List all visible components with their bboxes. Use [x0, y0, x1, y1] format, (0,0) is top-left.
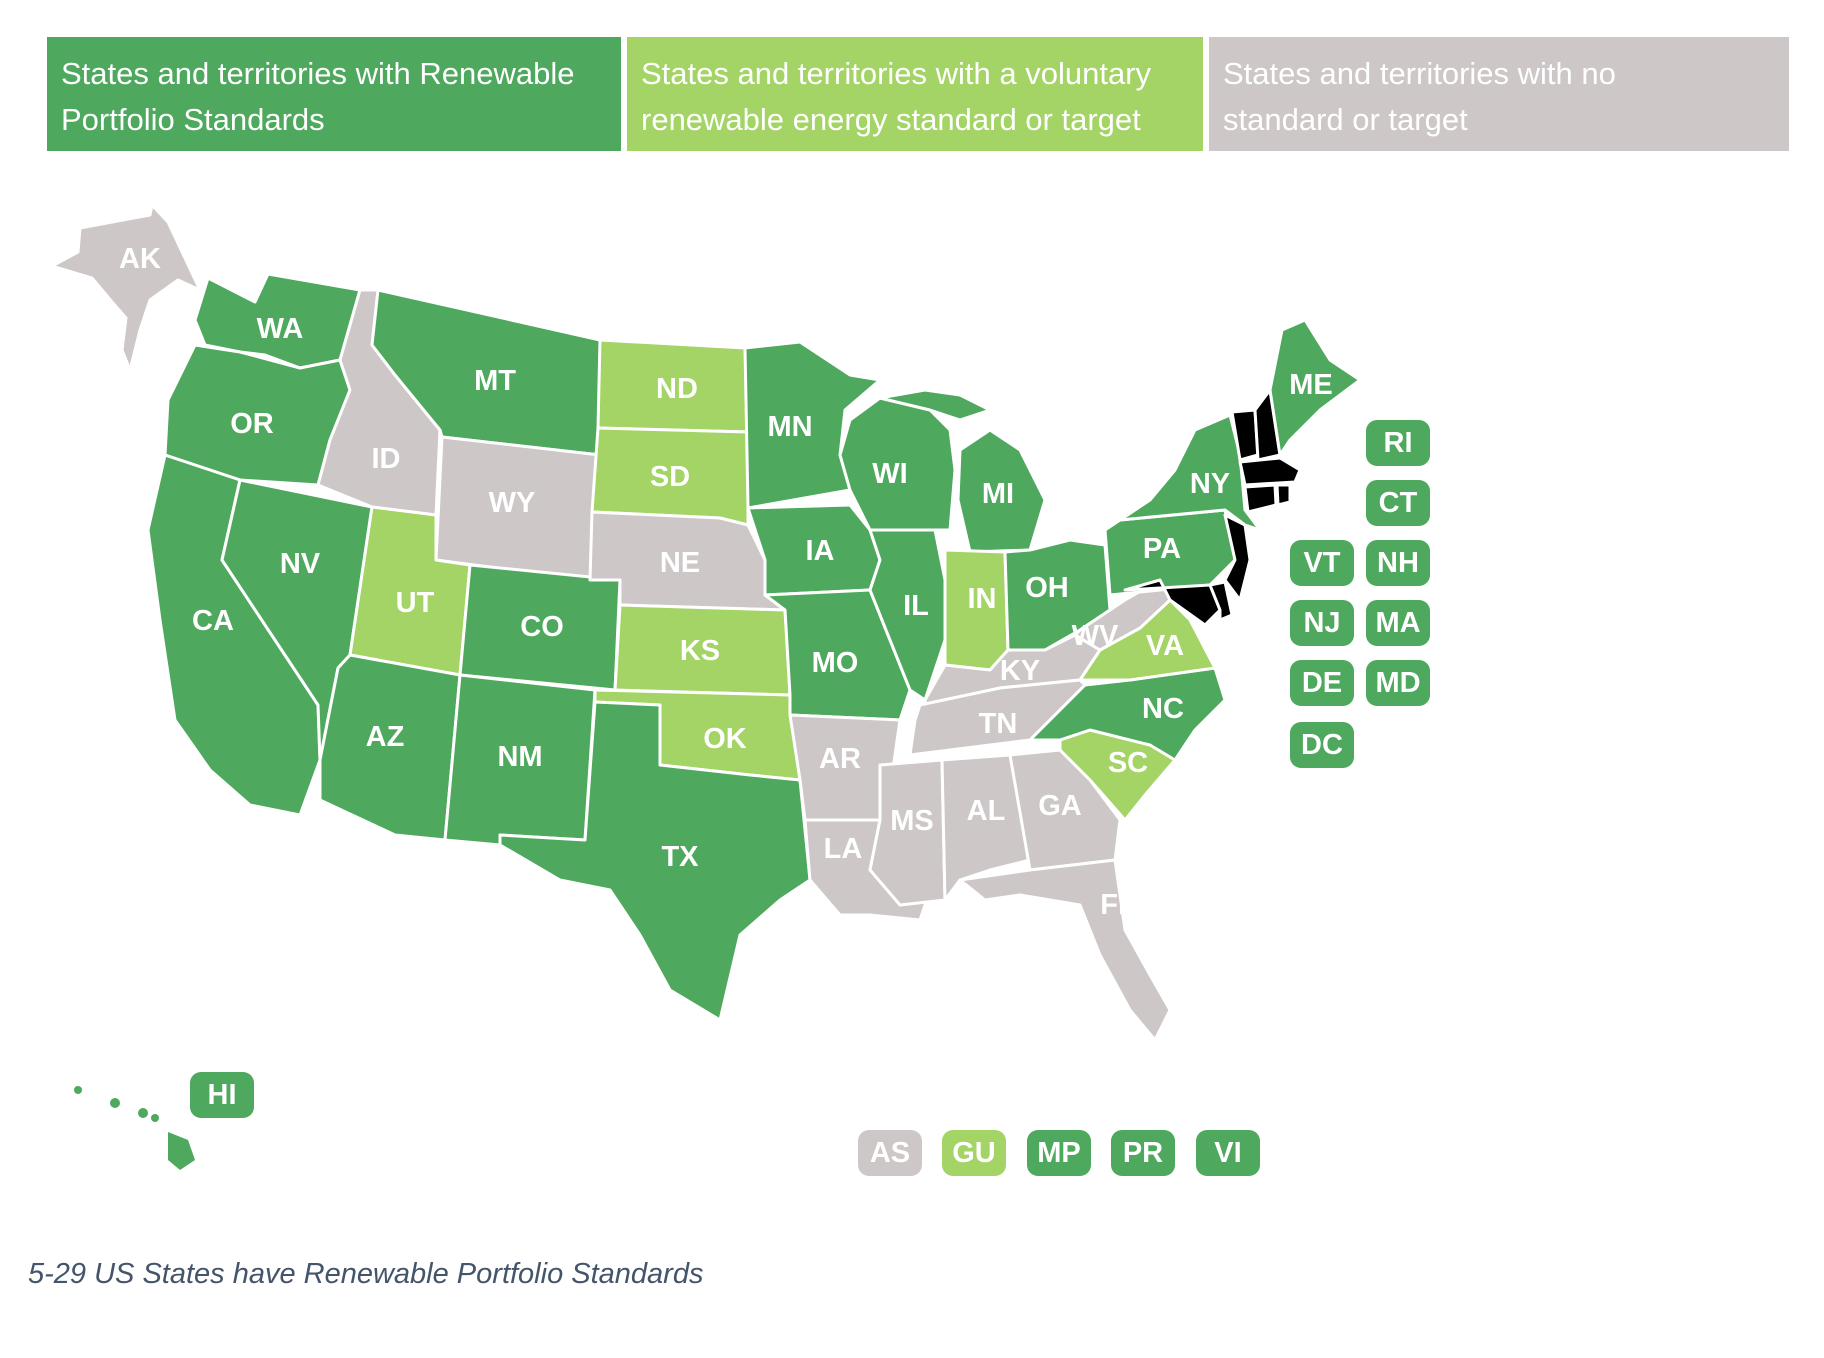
legend-voluntary: States and territories with a voluntary … [627, 37, 1209, 151]
state-ME[interactable] [1268, 318, 1362, 457]
label-VA: VA [1146, 630, 1184, 662]
state-MI[interactable] [956, 428, 1047, 554]
label-MN: MN [767, 411, 812, 443]
label-CO: CO [520, 611, 564, 643]
chip-CT[interactable]: CT [1366, 480, 1430, 526]
chip-DE[interactable]: DE [1290, 660, 1354, 706]
chip-MD[interactable]: MD [1366, 660, 1430, 706]
label-WA: WA [257, 313, 304, 345]
label-SD: SD [650, 461, 690, 493]
label-NC: NC [1142, 693, 1184, 725]
label-NY: NY [1190, 468, 1230, 500]
label-KS: KS [680, 635, 720, 667]
legend-rps: States and territories with Renewable Po… [47, 37, 627, 151]
label-AR: AR [819, 743, 861, 775]
label-ME: ME [1289, 369, 1333, 401]
chip-RI[interactable]: RI [1366, 420, 1430, 466]
label-OK: OK [703, 723, 747, 755]
state-DE[interactable] [1208, 580, 1234, 622]
label-OR: OR [230, 408, 274, 440]
state-MI-upper[interactable] [878, 388, 992, 422]
label-MI: MI [982, 478, 1014, 510]
label-MO: MO [812, 647, 859, 679]
legend-rps-line2: Portfolio Standards [61, 102, 325, 137]
chip-DC[interactable]: DC [1290, 722, 1354, 768]
legend: States and territories with Renewable Po… [47, 37, 1789, 151]
chip-NH[interactable]: NH [1366, 540, 1430, 586]
label-FL: FL [1100, 889, 1135, 921]
label-MT: MT [474, 365, 516, 397]
state-CT[interactable] [1243, 483, 1278, 514]
label-IL: IL [903, 590, 929, 622]
label-ND: ND [656, 373, 698, 405]
chip-MP[interactable]: MP [1027, 1130, 1091, 1176]
label-PA: PA [1143, 533, 1181, 565]
state-AK[interactable] [50, 203, 202, 372]
legend-none-line1: States and territories with no [1223, 56, 1616, 91]
chip-VI[interactable]: VI [1196, 1130, 1260, 1176]
legend-rps-line1: States and territories with Renewable [61, 56, 575, 91]
figure-caption: 5-29 US States have Renewable Portfolio … [28, 1258, 704, 1290]
state-FL[interactable] [958, 858, 1172, 1042]
legend-voluntary-line2: renewable energy standard or target [641, 102, 1141, 137]
legend-none: States and territories with no standard … [1209, 37, 1789, 151]
state-HI[interactable] [74, 1086, 195, 1170]
us-map: AK WA OR CA NV ID MT WY UT CO AZ NM ND S… [50, 203, 1362, 1170]
state-NC[interactable] [1028, 666, 1227, 762]
label-AZ: AZ [366, 721, 405, 753]
label-IA: IA [806, 535, 835, 567]
label-GA: GA [1038, 790, 1082, 822]
label-ID: ID [372, 443, 401, 475]
label-MS: MS [890, 805, 934, 837]
label-WY: WY [489, 487, 536, 519]
chip-NJ[interactable]: NJ [1290, 600, 1354, 646]
chip-AS[interactable]: AS [858, 1130, 922, 1176]
label-AL: AL [967, 795, 1006, 827]
state-TX[interactable] [498, 700, 812, 1022]
chip-MA[interactable]: MA [1366, 600, 1430, 646]
legend-none-line2: standard or target [1223, 102, 1468, 137]
label-CA: CA [192, 605, 234, 637]
chip-VT[interactable]: VT [1290, 540, 1354, 586]
chip-PR[interactable]: PR [1111, 1130, 1175, 1176]
label-NV: NV [280, 548, 321, 580]
label-NM: NM [497, 741, 542, 773]
label-WI: WI [872, 458, 907, 490]
label-TN: TN [979, 708, 1018, 740]
label-UT: UT [396, 587, 435, 619]
label-WV: WV [1072, 620, 1119, 652]
label-SC: SC [1108, 747, 1148, 779]
state-MA[interactable] [1238, 456, 1302, 487]
label-AK: AK [119, 243, 161, 275]
chip-GU[interactable]: GU [942, 1130, 1006, 1176]
label-OH: OH [1025, 572, 1069, 604]
state-IL[interactable] [868, 528, 947, 702]
state-RI[interactable] [1275, 483, 1292, 507]
label-HI[interactable]: HI [190, 1072, 254, 1118]
label-TX: TX [661, 841, 699, 873]
label-LA: LA [824, 833, 863, 865]
label-IN: IN [968, 583, 997, 615]
legend-voluntary-line1: States and territories with a voluntary [641, 56, 1152, 91]
label-NE: NE [660, 547, 700, 579]
state-MN[interactable] [743, 340, 882, 510]
label-KY: KY [1000, 655, 1040, 687]
